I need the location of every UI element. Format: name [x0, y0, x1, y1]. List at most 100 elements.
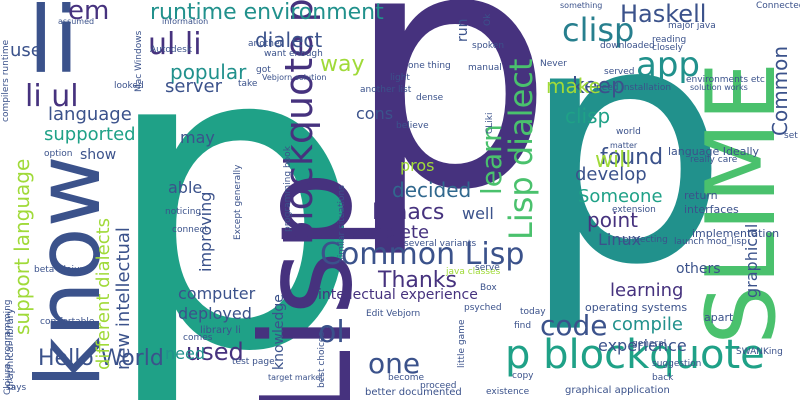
word: different dialects — [93, 217, 114, 370]
word: environments etc — [686, 75, 765, 85]
word: find — [514, 321, 532, 331]
word: experience — [598, 336, 687, 355]
word: supported — [44, 124, 136, 145]
word: decided — [392, 178, 472, 202]
word: ol — [318, 315, 345, 350]
word: connect — [172, 225, 208, 235]
word: psyched — [464, 303, 502, 313]
word: pros — [400, 156, 435, 175]
word: extension — [612, 205, 656, 215]
word: got — [256, 65, 271, 75]
word: general — [632, 339, 667, 349]
word: similar situations — [337, 185, 347, 262]
word: need installation — [596, 83, 672, 93]
word: closely — [652, 43, 684, 53]
word: information — [162, 17, 209, 26]
word: dense — [416, 93, 444, 103]
word: says — [6, 383, 27, 393]
word: li ul — [25, 79, 79, 114]
word: manual — [468, 63, 502, 73]
word: Thanks — [378, 268, 458, 293]
word: Autodesk — [150, 45, 193, 55]
word: complete — [345, 222, 430, 243]
word: may — [180, 128, 215, 147]
word: assumed — [58, 17, 95, 26]
word: graphical application — [565, 385, 670, 396]
word: implementation — [692, 227, 780, 240]
word: back — [652, 373, 674, 383]
word: p blockquote — [505, 332, 765, 378]
word: solution works — [690, 83, 748, 92]
word: Lisp dialect — [502, 58, 540, 240]
word: Hello World — [38, 346, 164, 371]
word: comes — [183, 333, 213, 343]
word: Emacs — [372, 200, 445, 225]
word: reading — [652, 35, 687, 45]
word: compile — [612, 314, 683, 335]
word: apart — [704, 311, 734, 324]
word: em — [68, 0, 110, 26]
word: dialect — [255, 28, 323, 52]
word: served — [604, 67, 635, 77]
word: world — [616, 127, 641, 137]
word: something — [560, 1, 603, 10]
word: Someone — [578, 186, 663, 207]
word: Never — [540, 59, 567, 69]
word: learn — [475, 124, 508, 195]
word: p — [345, 0, 555, 262]
word: use — [10, 40, 42, 61]
word: little game — [457, 319, 467, 369]
word: will — [595, 148, 632, 173]
word: app — [636, 45, 700, 85]
word: code — [540, 309, 608, 342]
word: p — [520, 0, 730, 337]
word: suggestion — [652, 359, 702, 369]
word: want enough — [264, 49, 323, 59]
word: one — [368, 347, 421, 380]
word: connecting — [618, 235, 668, 245]
word: Vebjorn solution — [262, 73, 327, 82]
word: new intellectual — [113, 227, 134, 370]
word: set — [784, 131, 798, 141]
word: Edit Vebjorn — [366, 309, 421, 319]
word: proceed — [420, 381, 457, 391]
word: several variants — [404, 239, 477, 249]
word: used — [186, 338, 244, 366]
word: clisp — [565, 104, 611, 128]
word: beta Clojure — [34, 265, 89, 275]
word: Linux — [598, 230, 642, 249]
word: another list — [360, 85, 412, 95]
word: learning — [610, 280, 684, 301]
word: better documented — [365, 387, 462, 398]
word: return — [684, 189, 718, 202]
word: SWANKing — [736, 347, 783, 357]
word: option — [44, 149, 73, 159]
word: really care — [690, 155, 738, 165]
word: language Ideally — [668, 145, 760, 158]
word: serve — [475, 263, 500, 273]
word: Ok — [483, 13, 493, 26]
word: well — [462, 204, 494, 223]
word: target market — [268, 373, 324, 382]
word: noticing — [165, 207, 202, 217]
word: java classes — [446, 267, 501, 277]
word: keep — [572, 74, 625, 99]
word: cons — [356, 104, 394, 123]
word: comfortable — [40, 317, 95, 327]
word: able — [168, 178, 203, 197]
word: test page — [232, 357, 275, 367]
word: Common Lisp — [320, 237, 525, 272]
word: run — [455, 18, 471, 42]
word: light — [390, 73, 410, 83]
word: matter — [610, 141, 638, 150]
word: runtime environment — [150, 0, 384, 25]
word: major java — [668, 21, 716, 31]
word: way — [320, 52, 365, 77]
word: one thing — [408, 61, 451, 71]
word: copy — [512, 371, 534, 381]
word: language — [48, 104, 132, 125]
word: server — [165, 76, 222, 97]
word: launch mod_lisp — [674, 237, 747, 247]
word: show — [80, 147, 117, 163]
